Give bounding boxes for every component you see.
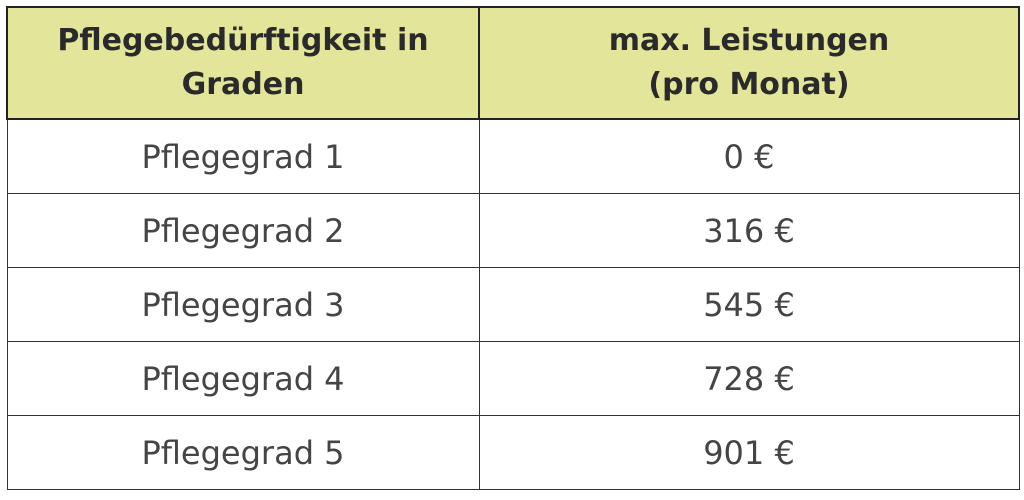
max-benefit: 545 € [478, 267, 1020, 342]
header-cell: Pflegebedürftigkeit in Graden [6, 6, 480, 120]
care-level: Pflegegrad 5 [6, 415, 480, 490]
table-row: Pflegegrad 4 728 € [6, 341, 1020, 416]
table-row: Pflegegrad 3 545 € [6, 267, 1020, 342]
header-text: Pflegebedürftigkeit in [57, 23, 429, 58]
table-row: Pflegegrad 2 316 € [6, 193, 1020, 268]
max-benefit: 901 € [478, 415, 1020, 490]
table-row: Pflegegrad 5 901 € [6, 415, 1020, 490]
max-benefit: 316 € [478, 193, 1020, 268]
header-text: max. Leistungen [608, 23, 890, 58]
header-row: Pflegebedürftigkeit in Graden max. Leistun… [6, 6, 1020, 120]
care-level: Pflegegrad 2 [6, 193, 480, 268]
care-level: Pflegegrad 1 [6, 118, 480, 194]
header-cell: max. Leistungen (pro Monat) [478, 6, 1020, 120]
header-text: (pro Monat) [648, 67, 850, 102]
max-benefit: 728 € [478, 341, 1020, 416]
header-text: Graden [181, 67, 305, 102]
max-benefit: 0 € [478, 118, 1020, 194]
care-level: Pflegegrad 3 [6, 267, 480, 342]
care-level: Pflegegrad 4 [6, 341, 480, 416]
table-header: Pflegebedürftigkeit in Graden max. Leistun… [6, 6, 1020, 120]
care-table: Pflegebedürftigkeit in Graden max. Leistun… [6, 6, 1020, 490]
